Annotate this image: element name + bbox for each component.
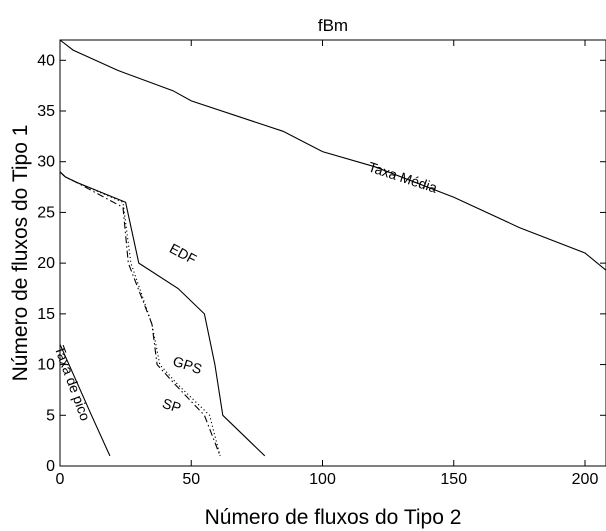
axis-ticks: 0 50 100 150 200 0 5 10 15 20 25 30 35 40 <box>37 40 606 488</box>
y-tick-label: 30 <box>37 154 55 171</box>
y-tick-label: 15 <box>37 306 55 323</box>
x-axis-label: Número de fluxos do Tipo 2 <box>205 506 462 529</box>
y-tick-label: 20 <box>37 255 55 272</box>
x-tick-label: 200 <box>572 471 599 488</box>
chart-title: fBm <box>318 16 348 35</box>
y-tick-label: 5 <box>46 407 55 424</box>
x-tick-label: 0 <box>56 471 65 488</box>
series-line-edf <box>59 171 266 457</box>
series-line-gps <box>59 171 221 457</box>
annotations: Taxa Média EDF GPS SP Taxa de pico <box>52 159 440 423</box>
y-tick-label: 25 <box>37 204 55 221</box>
plot-frame <box>59 39 606 467</box>
annotation-taxa-de-pico: Taxa de pico <box>52 343 94 423</box>
annotation-gps: GPS <box>171 353 204 377</box>
series-line-sp <box>59 171 221 457</box>
y-tick-label: 35 <box>37 103 55 120</box>
plot-area <box>59 39 606 467</box>
series-line-taxa-de-pico <box>59 344 111 457</box>
series-line-taxa-media <box>59 39 606 271</box>
annotation-sp: SP <box>160 395 183 416</box>
y-tick-label: 0 <box>46 458 55 475</box>
x-tick-label: 50 <box>182 471 200 488</box>
annotation-edf: EDF <box>167 240 199 267</box>
y-axis-label: Número de fluxos do Tipo 1 <box>9 125 32 382</box>
y-tick-label: 40 <box>37 52 55 69</box>
series-lines <box>59 39 606 457</box>
annotation-taxa-media: Taxa Média <box>366 159 439 196</box>
x-tick-label: 100 <box>309 471 336 488</box>
y-tick-label: 10 <box>37 357 55 374</box>
x-tick-label: 150 <box>440 471 467 488</box>
